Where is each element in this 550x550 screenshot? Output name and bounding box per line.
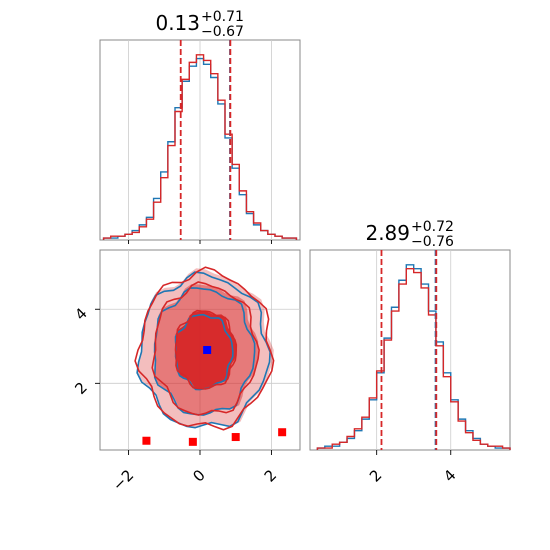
joint-contour-panel: −2 0 2 2 4 xyxy=(71,249,301,494)
axes-frame xyxy=(309,249,511,451)
x-tick-label: 4 xyxy=(440,466,459,485)
y-tick-label: 2 xyxy=(71,378,90,397)
title-plus-error: +0.72 xyxy=(411,219,454,235)
marker-4 xyxy=(278,428,287,437)
x-tick-label: 0 xyxy=(189,466,208,485)
histogram-series-1 xyxy=(316,267,511,450)
histogram-series-0 xyxy=(316,264,511,450)
title-minus-error: −0.76 xyxy=(411,234,454,250)
x-tick-label: −2 xyxy=(109,466,137,494)
contour-line-series-1-level-1 xyxy=(151,281,260,416)
contour-line-series-1-level-0 xyxy=(174,309,238,390)
contour-line-series-1-level-2 xyxy=(134,266,275,431)
x-tick-label: 2 xyxy=(366,466,385,485)
marker-0 xyxy=(203,346,212,354)
marker-3 xyxy=(231,433,240,442)
y-tick-label: 4 xyxy=(71,304,90,323)
marker-2 xyxy=(188,437,197,446)
marginal-histogram-param2: 2 4 2.89 +0.72 −0.76 xyxy=(309,219,511,486)
title-minus-error: −0.67 xyxy=(201,24,244,40)
x-tick-label: 2 xyxy=(261,466,280,485)
title-median: 0.13 xyxy=(155,11,200,35)
contour-line-series-0-level-2 xyxy=(136,271,271,429)
histogram-series-1 xyxy=(102,54,298,240)
marginal-histogram-param1: 0.13 +0.71 −0.67 xyxy=(99,9,301,244)
marker-1 xyxy=(142,436,151,445)
title-median: 2.89 xyxy=(365,221,410,245)
title-plus-error: +0.71 xyxy=(201,9,244,25)
